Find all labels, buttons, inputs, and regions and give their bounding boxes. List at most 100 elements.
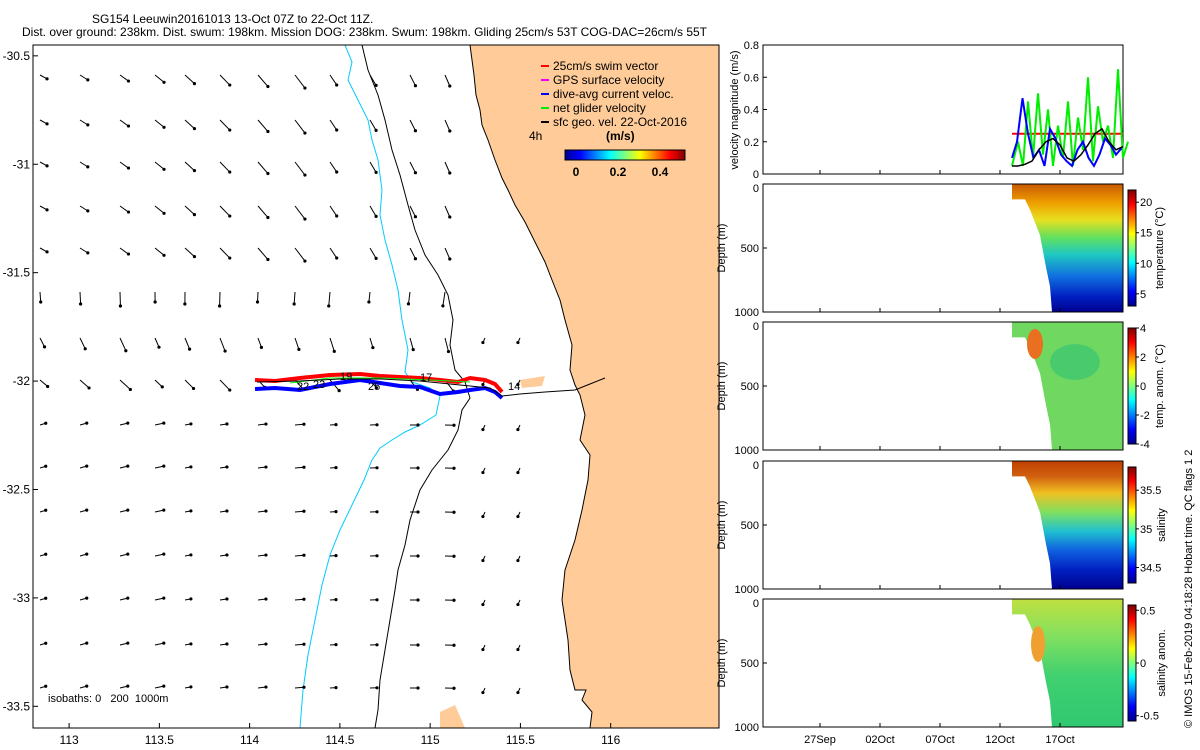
velocity-arrow [293,291,296,305]
velocity-arrow-head [416,423,420,427]
velocity-arrow-head [85,684,89,688]
colorbar-tick-label: 0 [1140,381,1146,393]
velocity-arrow-head [448,129,452,133]
velocity-arrow [219,161,231,173]
depth-ylabel: Depth (m) [716,639,728,688]
velocity-arrow-head [162,596,166,600]
velocity-arrow-head [413,84,418,88]
velocity-arrow [257,205,269,218]
velocity-arrow-head [44,596,48,600]
velocity-arrow-head [45,208,49,212]
velocity-arrow-head [374,256,378,260]
depth-ylabel: Depth (m) [716,224,728,273]
velocity-arrow-head [334,643,338,647]
track-line [256,377,606,397]
heatmap-colorbar [1127,604,1137,722]
velocity-arrow [257,74,269,87]
velocity-arrow-head [374,214,378,218]
velocity-arrow-head [413,215,418,219]
velocity-arrow-head [334,466,338,470]
map-land [470,45,719,728]
velocity-arrow-head [124,349,128,353]
track-swim-vector [254,371,504,394]
velocity-arrow-head [303,259,307,263]
velocity-arrow [39,337,45,348]
velocity-arrow [119,74,129,82]
series-geostrophic-velocity [1012,127,1124,167]
velocity-arrow-head [162,641,166,645]
time-tick-label: 07Oct [925,734,954,746]
velocity-arrow-head [128,387,132,392]
velocity-arrow-head [160,385,164,389]
heatmap-data-temperature [1012,184,1123,312]
velocity-arrow-head [45,77,49,81]
depth-tick-label: 0 [753,598,759,610]
velocity-arrow-head [162,508,166,512]
velocity-arrow-head [85,641,89,645]
velocity-arrow-head [367,300,371,304]
velocity-arrow [184,247,195,258]
colorbar-tick-label: 35 [1140,524,1152,536]
velocity-arrow-head [126,124,131,128]
legend-label: sfc geo. vel. 22-Oct-2016 [553,115,687,129]
velocity-arrow-head [44,464,48,468]
track-label-19: 19 [340,371,352,383]
velocity-arrow-head [413,129,418,133]
vel-y-tick-label: 0.6 [744,72,759,84]
velocity-arrow-head [189,465,193,469]
vel-y-tick-label: 0.8 [744,40,759,52]
velocity-arrow-head [225,642,229,646]
velocity-arrow [407,291,411,304]
velocity-arrow-head [264,642,268,646]
velocity-arrow [329,74,338,86]
velocity-arrow [219,337,226,352]
velocity-arrow [154,337,160,348]
map-x-tick-label: 113.5 [145,733,174,747]
velocity-arrow [119,161,129,169]
velocity-arrow-head [516,602,520,607]
map-x-tick-label: 115.5 [506,733,535,747]
depth-tick-label: 1000 [735,307,759,319]
velocity-arrow-head [292,302,296,306]
velocity-arrow-head [86,209,90,213]
velocity-arrow-head [446,349,451,354]
velocity-arrow-head [448,257,452,261]
velocity-arrow-head [228,128,232,132]
velocity-arrow-head [302,642,306,646]
map-y-tick-label: -33 [13,591,31,605]
velocity-arrow-head [189,642,193,646]
velocity-arrow-head [228,256,232,260]
velocity-arrow-head [264,422,268,426]
velocity-arrow-head [44,508,48,512]
velocity-arrow-head [416,466,420,470]
velocity-arrow-head [516,340,520,345]
heatmap-colorbar [1127,189,1137,307]
velocity-arrow [409,74,416,86]
velocity-arrow-head [228,214,232,218]
depth-tick-label: 1000 [735,584,759,596]
track-day-labels: 22 23 19 25 17 14 [297,371,520,393]
velocity-arrow-head [334,686,338,690]
velocity-arrow-head [481,382,485,387]
velocity-arrow-head [516,470,520,475]
velocity-arrow-head [162,552,166,556]
velocity-arrow [257,161,269,174]
velocity-arrow-head [225,465,229,469]
velocity-arrow [119,337,127,351]
map-y-tick-label: -32 [13,374,31,388]
velocity-arrow-head [162,253,166,257]
velocity-arrow-head [259,345,264,349]
velocity-arrow-head [225,509,229,513]
velocity-arrow-head [189,509,193,513]
velocity-arrow-head [126,421,130,425]
title-line-2: Dist. over ground: 238km. Dist. swum: 19… [22,25,708,39]
velocity-arrow-head [416,554,420,558]
map-x-tick-label: 114 [240,733,259,747]
velocity-arrow-head [45,122,49,126]
velocity-arrow-head [375,686,379,690]
rottnest-island [520,376,545,388]
velocity-arrow-head [157,345,161,349]
velocity-arrow-head [448,84,452,88]
velocity-arrow [257,337,262,348]
